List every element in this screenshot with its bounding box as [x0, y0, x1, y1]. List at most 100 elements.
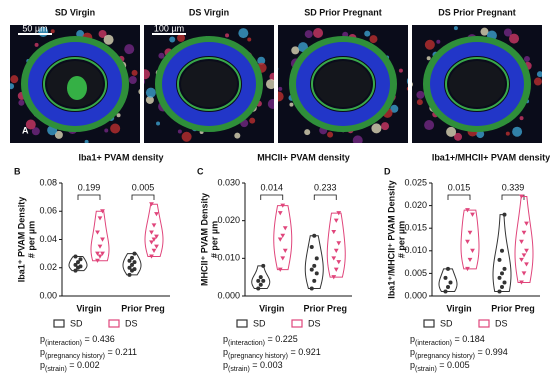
data-point [502, 212, 507, 217]
data-point [497, 275, 502, 280]
cell-blob [436, 39, 441, 44]
adventitia [155, 36, 263, 132]
data-point [467, 230, 473, 235]
y-tick-label: 0.08 [39, 177, 57, 187]
x-tick-label: Virgin [76, 303, 101, 313]
stat-value: = 0.005 [437, 360, 470, 370]
data-point [149, 254, 154, 259]
data-point [309, 286, 314, 291]
data-point [470, 248, 475, 253]
comparison-label: 0.014 [260, 182, 283, 192]
violin [122, 253, 142, 276]
violin [460, 209, 480, 270]
cell-blob [406, 77, 408, 85]
adventitia [21, 36, 129, 132]
stat-subscript: (strain) [228, 366, 250, 373]
data-point [256, 286, 261, 291]
cell-blob [50, 29, 55, 34]
comparison-bracket [501, 194, 525, 200]
stat-subscript: (interaction) [45, 340, 82, 347]
cell-blob [116, 113, 121, 118]
cell-blob [104, 128, 109, 133]
data-point [97, 216, 103, 221]
data-point [497, 257, 502, 262]
data-point [130, 255, 134, 260]
micrograph [278, 25, 408, 143]
cell-blob [364, 30, 371, 37]
stat-line: p(strain) = 0.002 [40, 360, 100, 372]
data-point [331, 256, 337, 261]
lumen-content [67, 76, 87, 100]
y-axis-label: # per µm [209, 221, 219, 258]
data-point [73, 268, 78, 273]
stat-subscript: (interaction) [415, 340, 452, 347]
cell-blob [352, 135, 363, 143]
adventitia [289, 36, 397, 132]
cell-blob [454, 132, 463, 141]
data-point [149, 230, 154, 235]
cell-blob [371, 123, 382, 134]
data-point [519, 280, 524, 285]
comparison-label: 0.015 [448, 182, 471, 192]
y-tick-label: 0.000 [217, 290, 240, 300]
cell-blob [424, 39, 435, 50]
legend-swatch [291, 319, 303, 328]
cell-blob [398, 68, 403, 73]
stat-symbol: p [410, 334, 415, 344]
cell-blob [247, 37, 252, 42]
panel-letter: C [197, 166, 204, 176]
intima [445, 57, 509, 111]
cell-blob [225, 33, 230, 38]
media [430, 42, 524, 126]
legend-label: DS [125, 318, 138, 328]
cell-blob [289, 102, 294, 107]
lumen [315, 61, 371, 107]
data-point [100, 251, 105, 256]
legend-label: DS [495, 318, 508, 328]
legend-swatch [478, 319, 490, 328]
legend-swatch [423, 319, 435, 328]
cell-blob [249, 117, 256, 124]
y-tick-label: 0.000 [404, 290, 427, 300]
data-point [336, 241, 342, 246]
data-point [261, 278, 266, 283]
data-point [470, 212, 475, 217]
stat-value: = 0.211 [105, 347, 137, 357]
data-point [502, 266, 507, 271]
stat-subscript: (pregnancy history) [415, 353, 475, 360]
cell-blob [25, 119, 36, 130]
data-point [97, 244, 103, 249]
cell-blob [31, 127, 40, 136]
comparison-bracket [77, 194, 101, 200]
data-point [280, 203, 286, 208]
y-axis-label: MHCII⁺ PVAM Density [199, 193, 209, 286]
stat-subscript: (strain) [415, 366, 437, 373]
cell-blob [536, 71, 542, 78]
cell-blob [480, 27, 489, 36]
cell-blob [145, 95, 154, 104]
cell-blob [369, 35, 378, 44]
y-tick-label: 0.030 [217, 177, 240, 187]
stat-symbol: p [40, 347, 45, 357]
y-axis-label: # per µm [396, 221, 406, 258]
stat-value: = 0.921 [288, 347, 321, 357]
lumen [449, 61, 505, 107]
y-tick-label: 0.00 [39, 290, 57, 300]
stat-value: = 0.002 [67, 360, 100, 370]
cell-blob [76, 30, 85, 39]
data-point [312, 263, 317, 268]
x-tick-label: Virgin [259, 303, 284, 313]
data-point [524, 221, 529, 226]
stat-line: p(interaction) = 0.436 [40, 334, 115, 346]
data-point [100, 209, 105, 214]
data-point [261, 263, 266, 268]
data-point [519, 194, 524, 199]
cell-blob [10, 75, 19, 84]
data-point [331, 275, 337, 280]
violin [251, 265, 271, 289]
cell-blob [269, 72, 274, 81]
data-point [154, 212, 159, 217]
data-point [151, 248, 157, 253]
violin [514, 196, 534, 283]
